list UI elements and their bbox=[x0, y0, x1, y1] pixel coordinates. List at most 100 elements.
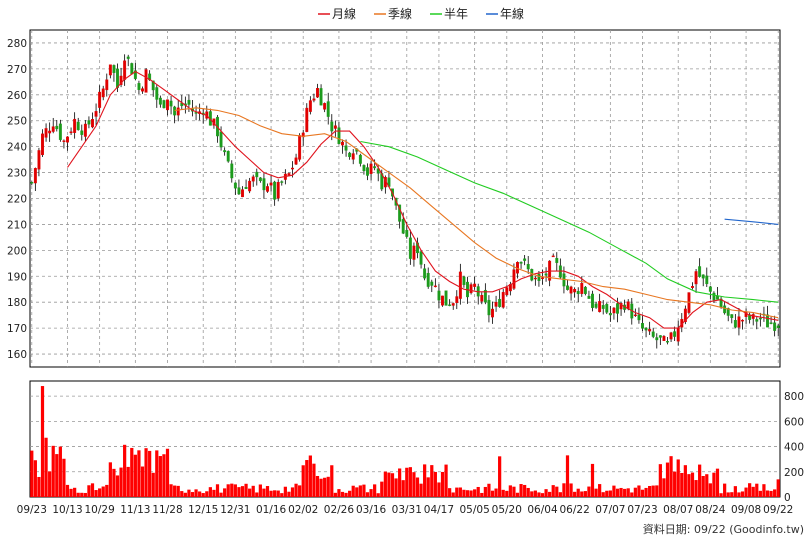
volume-bar bbox=[76, 492, 80, 497]
candle bbox=[555, 252, 559, 272]
volume-bar bbox=[240, 486, 245, 497]
candle bbox=[76, 117, 80, 131]
volume-bar bbox=[273, 490, 277, 497]
candle-body bbox=[758, 317, 762, 320]
candle bbox=[348, 151, 352, 160]
candle-body bbox=[333, 125, 337, 129]
volume-bar bbox=[187, 489, 191, 497]
volume-bar bbox=[30, 450, 34, 497]
volume-bar bbox=[194, 489, 198, 497]
candle bbox=[498, 290, 502, 308]
date-tick-label-4: 11/28 bbox=[152, 504, 182, 516]
candle bbox=[519, 261, 523, 269]
candle bbox=[687, 292, 691, 315]
candle-body bbox=[712, 292, 716, 301]
volume-bar bbox=[233, 484, 237, 497]
candle bbox=[619, 301, 623, 316]
volume-bar bbox=[348, 490, 352, 497]
candle-body bbox=[116, 68, 119, 88]
volume-bar bbox=[215, 484, 220, 497]
candle-body bbox=[498, 298, 502, 307]
volume-bar bbox=[333, 492, 337, 497]
candle-body bbox=[33, 168, 37, 184]
candle bbox=[526, 256, 530, 274]
candle-body bbox=[398, 204, 402, 222]
volume-bar bbox=[73, 487, 77, 497]
candle bbox=[483, 283, 487, 305]
volume-bar bbox=[619, 487, 623, 497]
volume-bar bbox=[598, 484, 602, 497]
candle-body bbox=[83, 123, 87, 137]
price-tick-label-7: 230 bbox=[7, 168, 27, 180]
candle bbox=[651, 327, 655, 339]
price-tick-label-10: 260 bbox=[7, 90, 27, 102]
candle bbox=[226, 150, 230, 163]
volume-bar bbox=[448, 488, 452, 497]
date-tick-label-5: 12/15 bbox=[188, 504, 218, 516]
candle-body bbox=[162, 100, 166, 109]
candle bbox=[605, 302, 609, 315]
volume-bar bbox=[201, 493, 205, 497]
volume-bar bbox=[690, 472, 695, 497]
volume-bar bbox=[337, 489, 341, 497]
volume-bar bbox=[723, 483, 727, 497]
volume-bar bbox=[101, 486, 105, 497]
candle-body bbox=[666, 341, 669, 343]
candle bbox=[66, 136, 69, 151]
candle-body bbox=[369, 163, 373, 174]
volume-bar bbox=[137, 450, 141, 497]
candle bbox=[755, 317, 759, 330]
candle-body bbox=[158, 97, 162, 105]
volume-bar bbox=[533, 490, 537, 497]
volume-bar bbox=[673, 471, 677, 497]
price-tick-label-9: 250 bbox=[7, 116, 27, 128]
volume-bar bbox=[655, 485, 659, 497]
candle-body bbox=[251, 176, 255, 182]
data-source-note: 資料日期: 09/22 (Goodinfo.tw) bbox=[643, 522, 804, 536]
candle-body bbox=[55, 125, 59, 130]
moving-average-lines bbox=[67, 70, 779, 329]
volume-bar bbox=[126, 466, 130, 497]
candle bbox=[462, 275, 466, 288]
candle bbox=[573, 287, 577, 298]
candle-body bbox=[444, 290, 448, 306]
candle-body bbox=[462, 276, 466, 285]
candle-body bbox=[326, 101, 330, 117]
candle bbox=[408, 229, 412, 265]
volume-bar bbox=[87, 485, 91, 497]
volume-bar bbox=[455, 487, 459, 497]
candle-body bbox=[644, 327, 648, 331]
candle bbox=[694, 268, 698, 293]
candle-body bbox=[226, 150, 230, 162]
volume-bar bbox=[762, 484, 766, 497]
candle-body bbox=[262, 178, 266, 191]
volume-bar bbox=[323, 477, 327, 497]
candle bbox=[162, 99, 166, 109]
candle bbox=[441, 295, 444, 307]
candle bbox=[173, 105, 177, 124]
candle-body bbox=[37, 150, 41, 170]
volume-bar bbox=[165, 448, 170, 497]
candle bbox=[662, 335, 666, 341]
candle-body bbox=[448, 304, 452, 306]
volume-bar bbox=[569, 483, 573, 497]
date-tick-label-11: 03/31 bbox=[392, 504, 422, 516]
volume-bar bbox=[658, 464, 662, 497]
candle-body bbox=[119, 75, 123, 85]
candle bbox=[319, 84, 323, 106]
candle bbox=[316, 83, 319, 98]
candle bbox=[673, 326, 677, 341]
candle-body bbox=[155, 87, 159, 100]
volume-bar bbox=[605, 490, 609, 497]
volume-bar bbox=[751, 486, 755, 497]
candle-body bbox=[683, 308, 687, 323]
volume-bar bbox=[744, 487, 748, 497]
volume-bar bbox=[155, 450, 159, 497]
candle bbox=[412, 242, 416, 267]
volume-bar bbox=[748, 483, 752, 497]
volume-bar bbox=[612, 485, 616, 497]
volume-bar bbox=[305, 460, 309, 497]
candle bbox=[612, 307, 616, 320]
candle bbox=[451, 302, 455, 310]
candle-body bbox=[701, 274, 705, 279]
